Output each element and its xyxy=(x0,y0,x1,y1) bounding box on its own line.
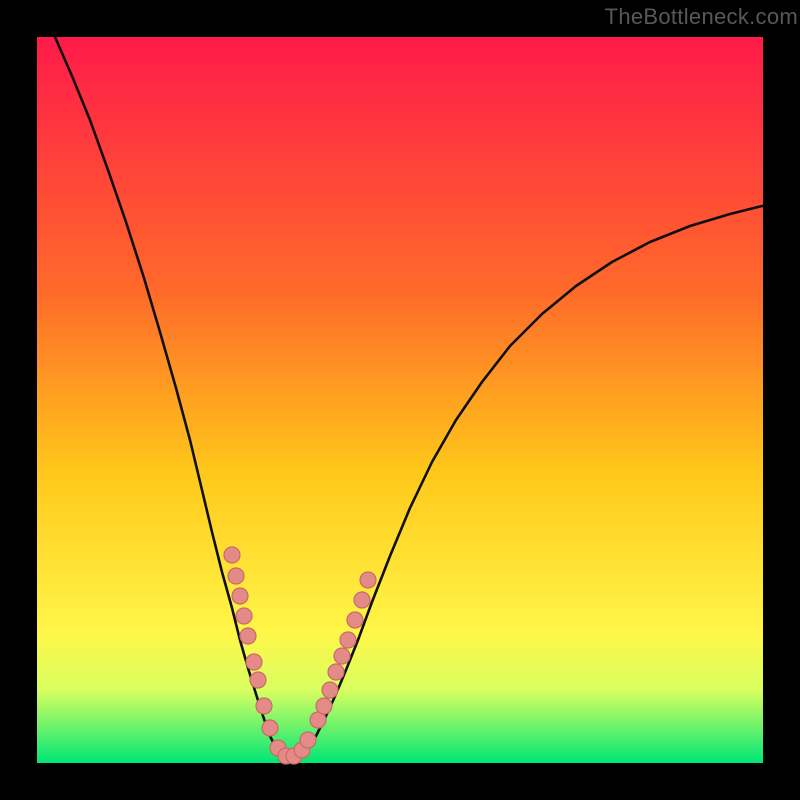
data-marker xyxy=(340,632,356,648)
chart-svg xyxy=(0,0,800,800)
data-marker xyxy=(316,698,332,714)
data-marker xyxy=(334,648,350,664)
data-marker xyxy=(360,572,376,588)
chart-frame: TheBottleneck.com xyxy=(0,0,800,800)
data-marker xyxy=(322,682,338,698)
data-marker xyxy=(256,698,272,714)
data-marker xyxy=(232,588,248,604)
bottleneck-curve xyxy=(55,37,763,760)
data-marker xyxy=(236,608,252,624)
data-marker xyxy=(246,654,262,670)
data-marker xyxy=(262,720,278,736)
data-marker xyxy=(250,672,266,688)
data-marker xyxy=(240,628,256,644)
data-marker xyxy=(347,612,363,628)
data-marker xyxy=(224,547,240,563)
data-marker xyxy=(354,592,370,608)
data-marker xyxy=(300,732,316,748)
data-marker xyxy=(228,568,244,584)
data-marker xyxy=(328,664,344,680)
